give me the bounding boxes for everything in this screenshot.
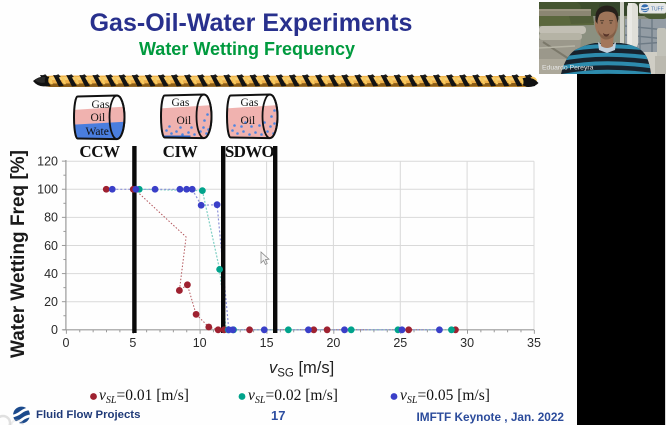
svg-text:10: 10 (193, 336, 207, 350)
svg-text:25: 25 (393, 336, 407, 350)
svg-text:60: 60 (44, 239, 58, 253)
svg-text:5: 5 (129, 336, 136, 350)
svg-text:Oil: Oil (241, 115, 256, 127)
svg-text:35: 35 (527, 336, 541, 350)
svg-text:Oil: Oil (177, 115, 192, 127)
svg-text:Eduardo Pereyra: Eduardo Pereyra (542, 65, 594, 72)
svg-text:0: 0 (51, 323, 58, 337)
svg-text:120: 120 (37, 155, 58, 169)
svg-text:Gas: Gas (172, 97, 190, 109)
svg-text:20: 20 (326, 336, 340, 350)
svg-text:Gas: Gas (92, 99, 110, 111)
svg-text:100: 100 (37, 183, 58, 197)
svg-text:30: 30 (460, 336, 474, 350)
svg-text:20: 20 (44, 295, 58, 309)
svg-text:80: 80 (44, 211, 58, 225)
svg-text:Wate: Wate (86, 126, 109, 138)
svg-text:0: 0 (63, 336, 70, 350)
svg-text:Gas: Gas (241, 97, 259, 109)
svg-text:TUFF: TUFF (651, 6, 664, 12)
svg-text:15: 15 (260, 336, 274, 350)
svg-text:vSG [m/s]: vSG [m/s] (269, 359, 334, 380)
svg-text:40: 40 (44, 267, 58, 281)
svg-text:Oil: Oil (91, 112, 106, 124)
svg-text:Water Wetting Freq [%]: Water Wetting Freq [%] (8, 150, 29, 358)
